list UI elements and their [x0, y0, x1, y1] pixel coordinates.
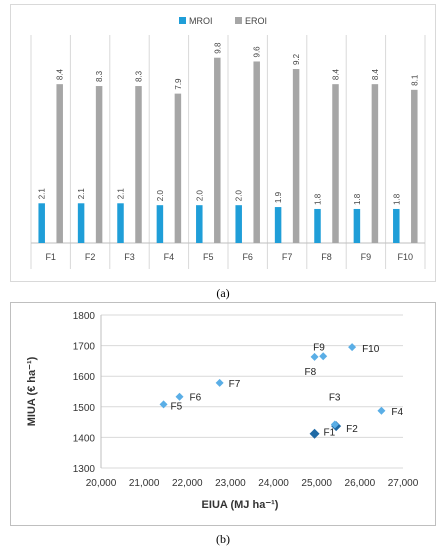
category-label-f10: F10	[398, 252, 414, 262]
data-label-mroi-f7: 1.9	[274, 191, 283, 203]
data-label-eroi-f3: 8.3	[135, 70, 144, 82]
x-tick-label: 22,000	[172, 478, 203, 489]
x-tick-label: 27,000	[388, 478, 419, 489]
bar-mroi-f5	[196, 205, 203, 243]
bar-mroi-f3	[117, 203, 124, 243]
point-label-f7: F7	[229, 379, 241, 390]
bar-chart: MROI EROI 2.1 8.4 F1 2.1 8.3 F2 2.1 8.3 F3 2.0 7.9 F4…	[30, 16, 426, 269]
category-label-f2: F2	[85, 252, 96, 262]
y-axis-title: MIUA (€ ha⁻¹)	[26, 356, 38, 426]
bar-mroi-f10	[393, 208, 400, 243]
point-label-f2: F2	[346, 424, 358, 435]
point-f6	[175, 392, 184, 401]
data-label-mroi-f8: 1.8	[314, 193, 323, 205]
point-f5	[159, 400, 168, 409]
data-label-eroi-f9: 8.4	[371, 68, 380, 80]
category-label-f6: F6	[242, 252, 253, 262]
point-f8	[310, 352, 319, 361]
data-label-mroi-f9: 1.8	[353, 193, 362, 205]
y-tick-label: 1500	[73, 403, 96, 414]
x-tick-label: 24,000	[258, 478, 289, 489]
category-label-f7: F7	[282, 252, 293, 262]
x-tick-label: 20,000	[86, 478, 117, 489]
data-label-eroi-f5: 9.8	[213, 42, 222, 54]
data-label-mroi-f6: 2.0	[235, 190, 244, 202]
bar-eroi-f7	[292, 69, 300, 243]
x-tick-label: 26,000	[345, 478, 376, 489]
category-label-f1: F1	[45, 252, 56, 262]
point-label-f5: F5	[171, 401, 183, 412]
category-label-f9: F9	[361, 252, 372, 262]
legend-swatch-mroi	[179, 17, 186, 24]
bar-mroi-f2	[77, 203, 85, 243]
category-label-f5: F5	[203, 252, 214, 262]
x-tick-label: 23,000	[215, 478, 246, 489]
x-tick-label: 25,000	[301, 478, 332, 489]
data-label-mroi-f1: 2.1	[38, 188, 47, 200]
caption-b: (b)	[216, 532, 230, 546]
bar-eroi-f5	[214, 57, 221, 243]
y-tick-label: 1700	[73, 342, 96, 353]
data-label-eroi-f1: 8.4	[56, 68, 65, 80]
category-label-f8: F8	[321, 252, 332, 262]
data-label-mroi-f5: 2.0	[195, 190, 204, 202]
bar-mroi-f6	[235, 205, 242, 243]
bar-eroi-f4	[174, 93, 182, 243]
data-label-eroi-f2: 8.3	[95, 70, 104, 82]
y-tick-label: 1400	[73, 433, 96, 444]
bar-mroi-f1	[38, 203, 45, 243]
data-label-mroi-f4: 2.0	[156, 190, 165, 202]
bar-mroi-f4	[156, 205, 164, 243]
bar-eroi-f2	[95, 86, 103, 244]
bar-eroi-f3	[135, 86, 142, 244]
bar-mroi-f7	[274, 207, 282, 243]
point-label-f4: F4	[391, 407, 403, 418]
point-label-f6: F6	[190, 393, 202, 404]
x-tick-label: 21,000	[129, 478, 160, 489]
bar-eroi-f8	[332, 84, 339, 243]
data-label-mroi-f3: 2.1	[117, 188, 126, 200]
category-label-f3: F3	[124, 252, 135, 262]
bar-eroi-f1	[56, 84, 63, 243]
bar-mroi-f9	[353, 208, 361, 243]
legend-swatch-eroi	[235, 17, 242, 24]
point-f7	[215, 378, 224, 387]
point-f10	[348, 343, 357, 352]
y-tick-label: 1300	[73, 464, 96, 475]
point-f3	[330, 420, 339, 429]
point-label-f10: F10	[362, 344, 380, 355]
data-label-mroi-f10: 1.8	[392, 193, 401, 205]
legend-label-mroi: MROI	[189, 16, 213, 26]
x-axis-title: EIUA (MJ ha⁻¹)	[202, 499, 279, 511]
caption-a: (a)	[216, 286, 230, 300]
point-f9	[319, 352, 328, 361]
bar-eroi-f9	[371, 84, 379, 243]
bar-eroi-f6	[253, 61, 260, 243]
data-label-eroi-f6: 9.6	[253, 46, 262, 58]
point-label-f3: F3	[329, 393, 341, 404]
data-label-mroi-f2: 2.1	[77, 188, 86, 200]
point-f1	[309, 428, 320, 439]
data-label-eroi-f7: 9.2	[292, 53, 301, 65]
y-tick-label: 1600	[73, 372, 96, 383]
category-label-f4: F4	[164, 252, 175, 262]
scatter-chart: 1300 1400 1500 1600 1700 1800 20,000 21,000 22,0…	[26, 311, 419, 511]
data-label-eroi-f8: 8.4	[332, 68, 341, 80]
point-label-f9: F9	[313, 342, 325, 353]
legend-label-eroi: EROI	[245, 16, 267, 26]
bar-eroi-f10	[411, 89, 418, 243]
point-label-f8: F8	[305, 367, 317, 378]
point-label-f1: F1	[324, 428, 336, 439]
data-label-eroi-f10: 8.1	[410, 74, 419, 86]
point-f4	[377, 406, 386, 415]
y-tick-label: 1800	[73, 311, 96, 322]
data-label-eroi-f4: 7.9	[174, 78, 183, 90]
bar-mroi-f8	[314, 208, 321, 243]
bar-chart-panel: MROI EROI 2.1 8.4 F1 2.1 8.3 F2 2.1 8.3 F3 2.0 7.9 F4…	[10, 4, 436, 282]
scatter-chart-panel: 1300 1400 1500 1600 1700 1800 20,000 21,000 22,0…	[10, 302, 436, 526]
